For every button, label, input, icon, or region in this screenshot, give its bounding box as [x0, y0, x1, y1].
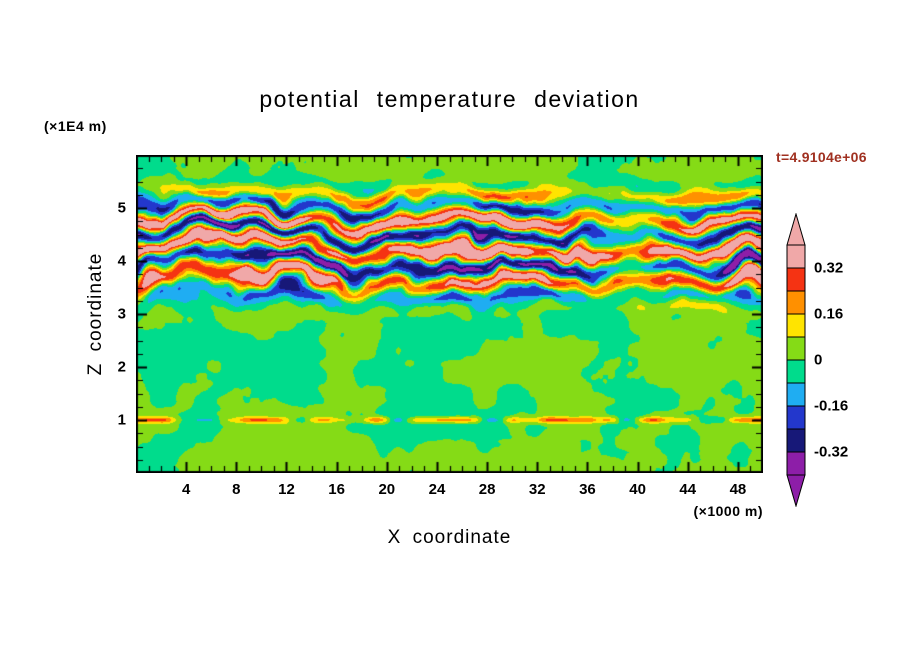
colorbar-svg	[786, 212, 806, 508]
x-tick-label: 16	[328, 481, 345, 498]
colorbar-segment	[786, 267, 806, 292]
x-tick-label: 8	[232, 481, 241, 498]
x-tick-label: 20	[378, 481, 396, 498]
z-tick-label: 1	[117, 411, 126, 429]
timestamp-label: t=4.9104e+06	[776, 149, 867, 165]
colorbar-tick-label: 0.32	[814, 259, 844, 277]
chart-title: potential temperature deviation	[259, 86, 640, 112]
contour-field-plot	[136, 155, 763, 473]
x-tick-label: 32	[528, 481, 546, 498]
colorbar-tick-label: -0.32	[814, 443, 849, 461]
colorbar-segment	[786, 290, 806, 315]
x-tick-label: 48	[729, 481, 747, 498]
colorbar-segment	[786, 451, 806, 476]
colorbar-top-arrow	[786, 212, 806, 246]
x-axis-title: X coordinate	[387, 527, 512, 548]
colorbar-segment	[786, 428, 806, 453]
colorbar	[786, 212, 806, 508]
x-tick-label: 4	[181, 481, 191, 498]
colorbar-segment	[786, 244, 806, 269]
x-tick-label: 40	[629, 481, 646, 498]
x-tick-label: 28	[478, 481, 496, 498]
x-tick-label: 44	[679, 481, 697, 498]
colorbar-tick-label: 0.16	[814, 305, 844, 323]
x-tick-label: 36	[579, 481, 596, 498]
x-axis-unit-label: (×1000 m)	[693, 503, 763, 519]
z-tick-label: 5	[117, 199, 126, 217]
x-tick-label: 24	[428, 481, 446, 498]
colorbar-tick-label: -0.16	[814, 397, 849, 415]
y-axis-unit-label: (×1E4 m)	[44, 118, 107, 134]
colorbar-tick-label: 0	[814, 351, 823, 369]
x-tick-label: 12	[278, 481, 295, 498]
z-tick-label: 4	[117, 252, 126, 270]
colorbar-segment	[786, 405, 806, 430]
z-tick-label: 3	[117, 305, 126, 323]
colorbar-segment	[786, 336, 806, 361]
colorbar-segment	[786, 382, 806, 407]
colorbar-bottom-arrow	[786, 474, 806, 508]
colorbar-segment	[786, 359, 806, 384]
colorbar-segment	[786, 313, 806, 338]
z-tick-label: 2	[117, 358, 126, 376]
